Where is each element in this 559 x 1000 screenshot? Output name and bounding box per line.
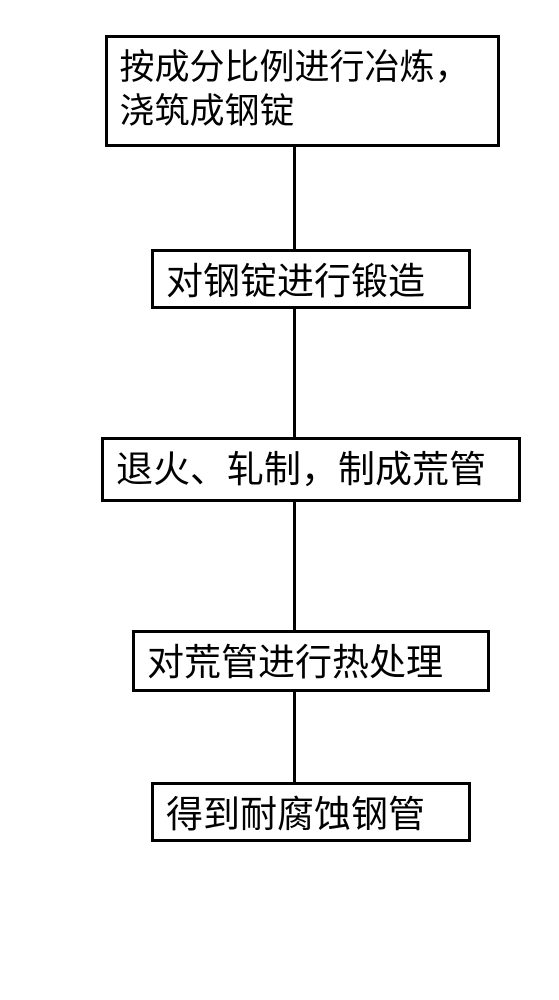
step-text: 按成分比例进行冶炼， 浇筑成钢锭 [120, 46, 470, 134]
flowchart-container: 按成分比例进行冶炼， 浇筑成钢锭 对钢锭进行锻造 退火、轧制，制成荒管 对荒管进… [0, 0, 559, 842]
flowchart-step-3: 退火、轧制，制成荒管 [101, 437, 521, 502]
flowchart-step-5: 得到耐腐蚀钢管 [151, 782, 471, 842]
flowchart-step-4: 对荒管进行热处理 [132, 630, 490, 692]
flowchart-connector [293, 147, 296, 249]
flowchart-step-1: 按成分比例进行冶炼， 浇筑成钢锭 [105, 35, 500, 147]
flowchart-step-2: 对钢锭进行锻造 [151, 249, 471, 309]
step-text: 得到耐腐蚀钢管 [166, 793, 425, 839]
flowchart-connector [293, 309, 296, 437]
step-text: 对钢锭进行锻造 [166, 260, 425, 306]
step-text: 对荒管进行热处理 [147, 641, 443, 687]
step-text: 退火、轧制，制成荒管 [116, 448, 486, 494]
flowchart-connector [293, 502, 296, 630]
flowchart-connector [293, 692, 296, 782]
